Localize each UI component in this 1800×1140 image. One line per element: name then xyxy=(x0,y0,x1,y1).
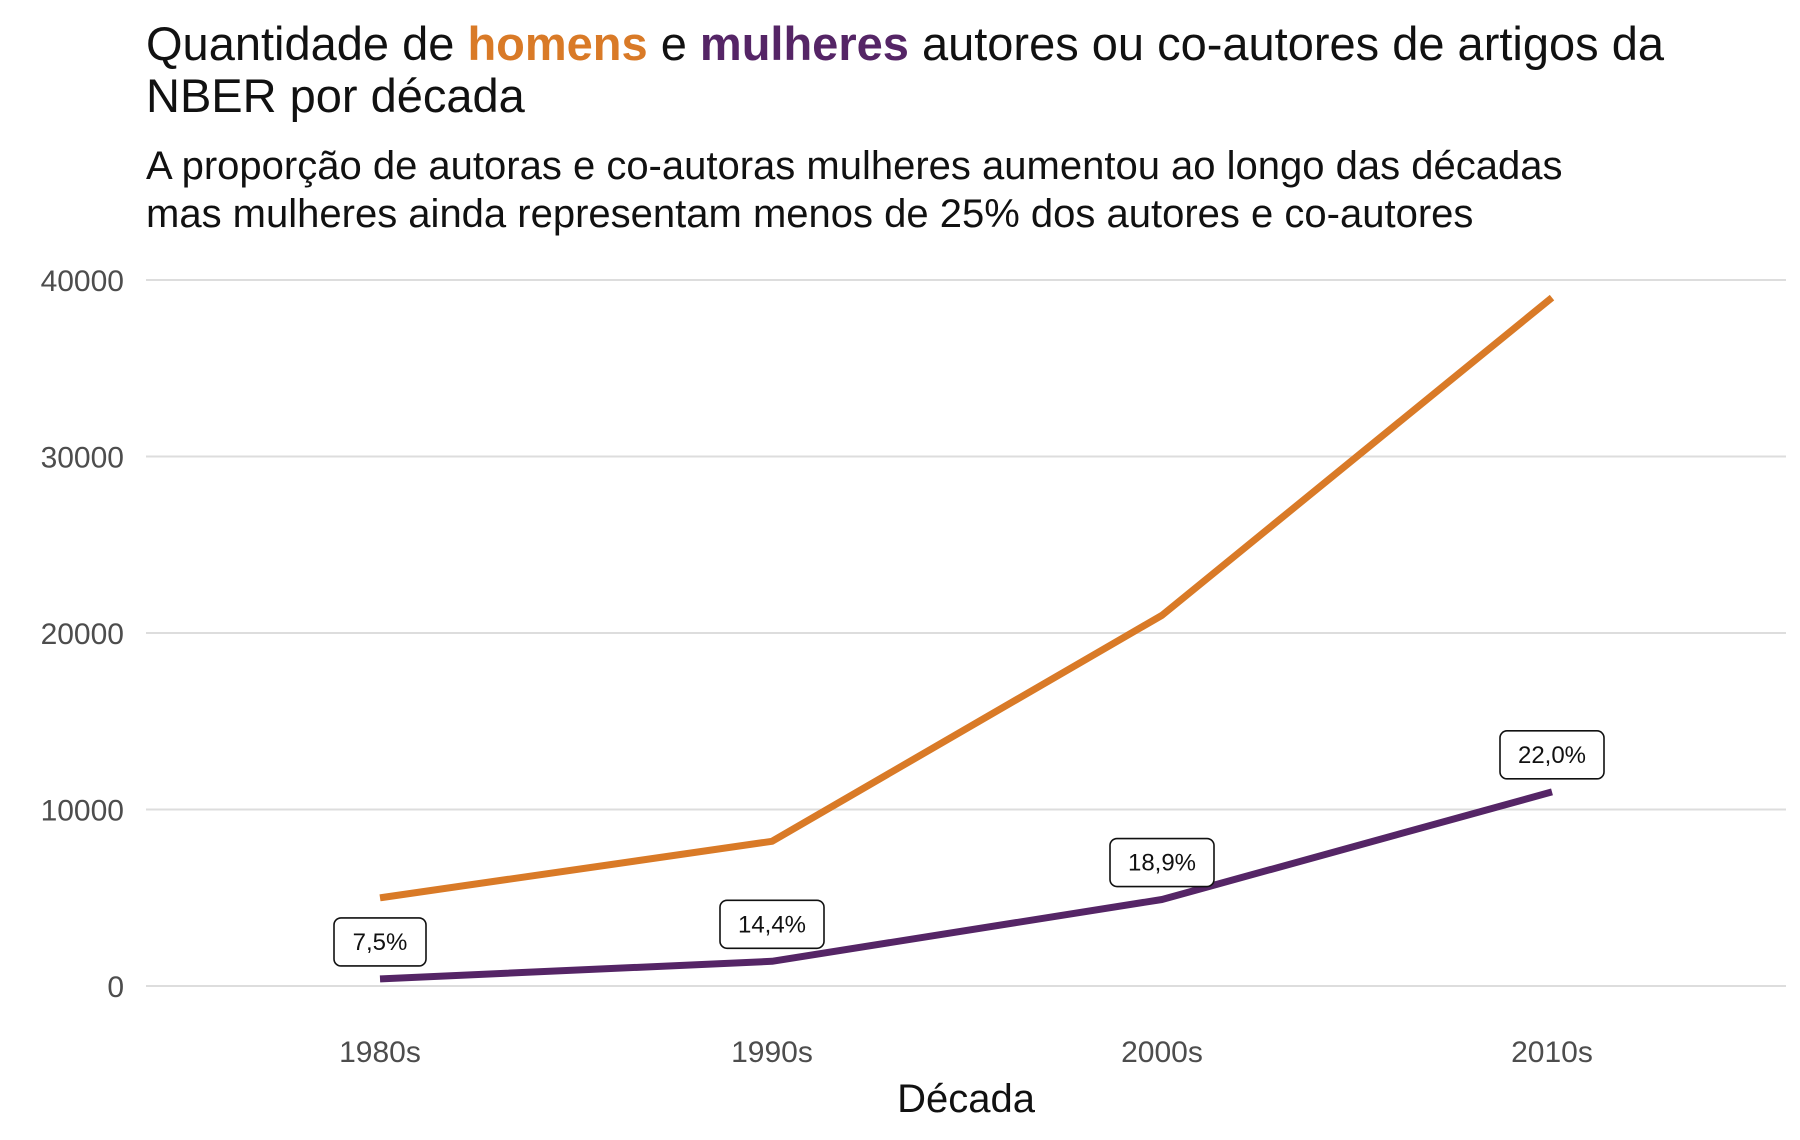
percent-label-text: 22,0% xyxy=(1518,742,1586,769)
percent-label-text: 18,9% xyxy=(1128,850,1196,877)
gridlines xyxy=(146,279,1786,987)
x-tick-label: 1980s xyxy=(339,1036,421,1069)
y-tick-label: 40000 xyxy=(41,265,124,298)
x-tick-label: 2010s xyxy=(1511,1036,1593,1069)
series-line-homens xyxy=(379,294,1555,902)
subtitle-line-1: A proporção de autoras e co-autoras mulh… xyxy=(146,144,1563,188)
x-tick-label: 2000s xyxy=(1121,1036,1203,1069)
percent-label-box xyxy=(719,899,825,950)
y-tick-label: 30000 xyxy=(41,442,124,475)
x-tick-label: 1990s xyxy=(731,1036,813,1069)
subtitle-line-2: mas mulheres ainda representam menos de … xyxy=(146,192,1474,236)
title-women-highlight: mulheres xyxy=(699,17,909,70)
percent-label-box xyxy=(1109,837,1215,888)
x-axis-ticks: 1980s 1990s 2000s 2010s xyxy=(339,1036,1593,1069)
y-tick-label: 0 xyxy=(107,971,124,1004)
y-tick-label: 10000 xyxy=(41,795,124,828)
percent-label-box xyxy=(333,917,427,967)
title-mid: e xyxy=(647,17,700,70)
y-tick-label: 20000 xyxy=(41,618,124,651)
y-axis-ticks: 0 10000 20000 30000 40000 xyxy=(41,265,124,1004)
x-axis-label: Década xyxy=(897,1077,1036,1121)
chart-subtitle: A proporção de autoras e co-autoras mulh… xyxy=(146,142,1786,238)
percent-label: 18,9% xyxy=(1109,837,1215,888)
data-labels: 7,5% 14,4% 18,9% 22,0% xyxy=(333,730,1605,967)
title-suffix: autores ou co-autores de artigos da NBER… xyxy=(146,17,1664,122)
percent-label-box xyxy=(1499,730,1605,780)
series-line-mulheres xyxy=(379,788,1553,983)
percent-label: 14,4% xyxy=(719,899,825,950)
percent-label: 22,0% xyxy=(1499,730,1605,780)
title-prefix: Quantidade de xyxy=(146,17,468,70)
chart-title: Quantidade de homens e mulheres autores … xyxy=(146,18,1766,122)
series-lines xyxy=(379,294,1555,983)
percent-label-text: 7,5% xyxy=(353,929,408,956)
percent-label: 7,5% xyxy=(333,917,427,967)
title-men-highlight: homens xyxy=(467,17,648,70)
percent-label-text: 14,4% xyxy=(738,911,806,938)
